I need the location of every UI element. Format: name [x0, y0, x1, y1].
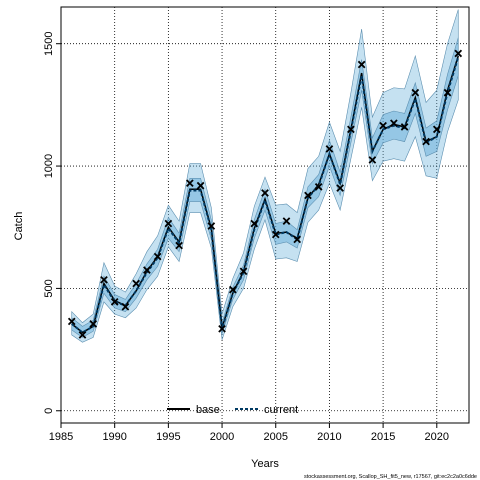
- band-base: [71, 9, 459, 343]
- observed-point-2007: [293, 235, 302, 244]
- observed-point-2003: [250, 219, 259, 228]
- observed-point-2004: [261, 189, 269, 197]
- grid-lines: [60, 7, 469, 423]
- x-tick-label-2005: 2005: [263, 431, 287, 443]
- observed-point-2006: [282, 217, 291, 225]
- observed-point-2002: [239, 267, 248, 276]
- observed-point-1990: [110, 298, 119, 306]
- observed-point-2019: [422, 137, 430, 146]
- observed-point-2009: [314, 183, 323, 191]
- observed-point-1999: [207, 222, 216, 230]
- observed-point-1989: [100, 276, 108, 284]
- observed-point-1998: [196, 181, 205, 190]
- observed-point-1996: [175, 241, 183, 250]
- x-tick-label-2010: 2010: [317, 431, 341, 443]
- x-tick-label-2015: 2015: [371, 431, 395, 443]
- observed-point-1997: [186, 179, 194, 188]
- axes: 1985 1990 1995 2000 2005 2010 2015 2020 0 500 1000…: [43, 31, 449, 443]
- legend: base current: [167, 404, 298, 416]
- observed-point-2021: [443, 88, 452, 97]
- legend-label-current: current: [264, 404, 298, 416]
- observed-markers: [67, 49, 463, 339]
- observed-point-2010: [325, 145, 334, 153]
- band-current: [71, 37, 459, 338]
- observed-point-2020: [432, 125, 441, 134]
- confidence-bands: [71, 9, 459, 343]
- observed-point-2008: [304, 191, 312, 200]
- observed-point-1991: [121, 302, 130, 311]
- footer-note: stockassessment.org, Scallop_SH_fit5_new…: [304, 474, 477, 480]
- observed-point-1994: [153, 252, 162, 261]
- observed-point-2000: [218, 324, 226, 333]
- y-tick-label-1500: 1500: [43, 31, 55, 55]
- observed-point-1993: [143, 266, 151, 274]
- observed-point-1995: [164, 219, 173, 228]
- y-tick-label-0: 0: [43, 408, 55, 414]
- x-tick-label-2000: 2000: [210, 431, 234, 443]
- x-tick-label-1990: 1990: [102, 431, 126, 443]
- observed-point-2015: [379, 121, 387, 130]
- observed-point-1987: [78, 331, 87, 339]
- line-current: [71, 56, 460, 334]
- observed-point-2011: [336, 184, 344, 192]
- observed-point-2018: [411, 88, 420, 97]
- observed-point-2016: [390, 119, 398, 128]
- legend-label-base: base: [196, 404, 220, 416]
- plot-frame: [60, 6, 470, 424]
- observed-point-1988: [89, 320, 98, 328]
- observed-point-2012: [347, 125, 355, 134]
- x-tick-label-2020: 2020: [425, 431, 449, 443]
- observed-point-1986: [67, 317, 76, 326]
- y-tick-label-1000: 1000: [43, 154, 55, 178]
- observed-point-1992: [132, 279, 140, 288]
- observed-point-2005: [271, 230, 280, 239]
- observed-point-2001: [228, 285, 237, 294]
- x-axis-title: Years: [251, 458, 279, 470]
- observed-point-2022: [454, 49, 463, 58]
- x-tick-label-1995: 1995: [156, 431, 180, 443]
- observed-point-2017: [400, 123, 409, 131]
- observed-point-2013: [357, 60, 366, 69]
- y-axis-title: Catch: [13, 212, 25, 241]
- x-tick-label-1985: 1985: [49, 431, 73, 443]
- y-tick-label-500: 500: [43, 279, 55, 297]
- observed-point-2014: [368, 156, 377, 164]
